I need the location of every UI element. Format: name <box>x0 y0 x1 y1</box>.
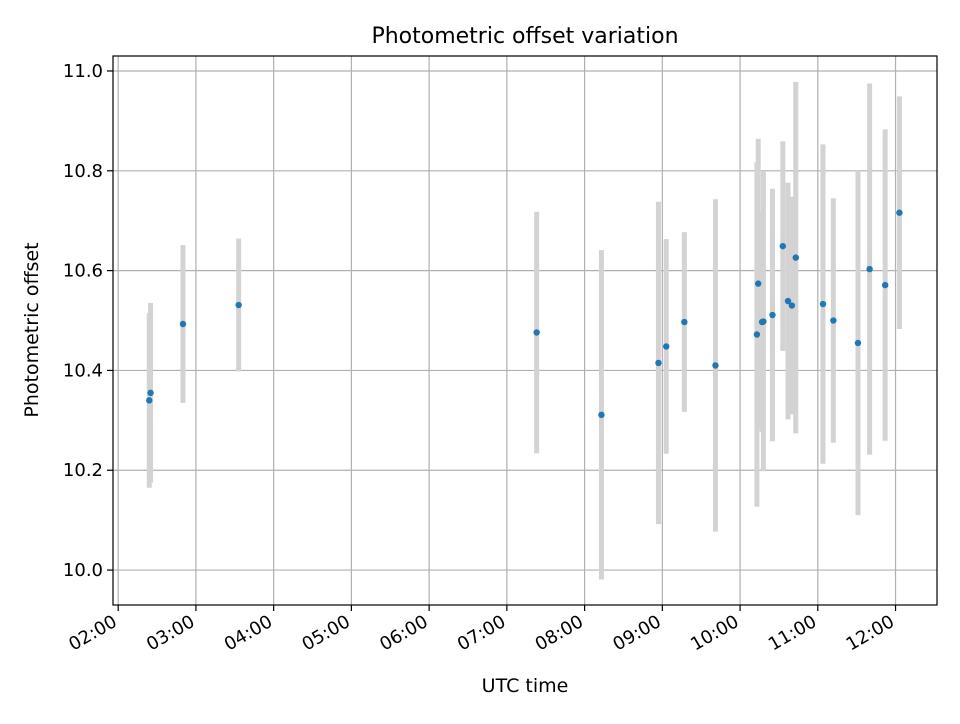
data-point <box>830 317 837 324</box>
y-tick-label: 10.6 <box>63 261 103 282</box>
data-point <box>788 302 796 309</box>
data-point <box>663 343 670 350</box>
y-tick-label: 10.0 <box>63 560 103 581</box>
data-point <box>792 254 799 261</box>
data-point <box>881 281 889 289</box>
data-point <box>655 359 662 367</box>
data-point <box>681 318 688 326</box>
plot-frame <box>112 55 938 606</box>
data-point <box>760 318 767 325</box>
data-point <box>533 329 540 336</box>
data-points <box>146 209 903 419</box>
y-tick-label: 11.0 <box>63 61 103 82</box>
y-tick-label: 10.4 <box>63 360 103 381</box>
data-point <box>147 389 154 397</box>
data-point <box>235 301 242 309</box>
data-point <box>753 331 761 338</box>
data-point <box>712 362 719 369</box>
y-axis-label: Photometric offset <box>21 242 43 417</box>
y-axis: 10.0 10.2 10.4 10.6 10.8 11.0 <box>63 61 113 581</box>
data-point <box>146 397 153 404</box>
data-point <box>769 311 776 319</box>
data-point <box>866 265 873 273</box>
grid <box>113 56 937 605</box>
data-point <box>784 297 792 305</box>
data-point <box>755 280 762 287</box>
y-tick-label: 10.8 <box>63 161 103 182</box>
data-point <box>896 209 903 216</box>
data-point <box>598 411 605 419</box>
x-axis-label: UTC time <box>482 675 569 697</box>
data-point <box>179 320 187 328</box>
chart-title: Photometric offset variation <box>371 24 678 49</box>
data-point <box>819 300 827 308</box>
y-tick-label: 10.2 <box>63 460 103 481</box>
data-point <box>779 242 787 250</box>
data-point <box>854 339 862 347</box>
